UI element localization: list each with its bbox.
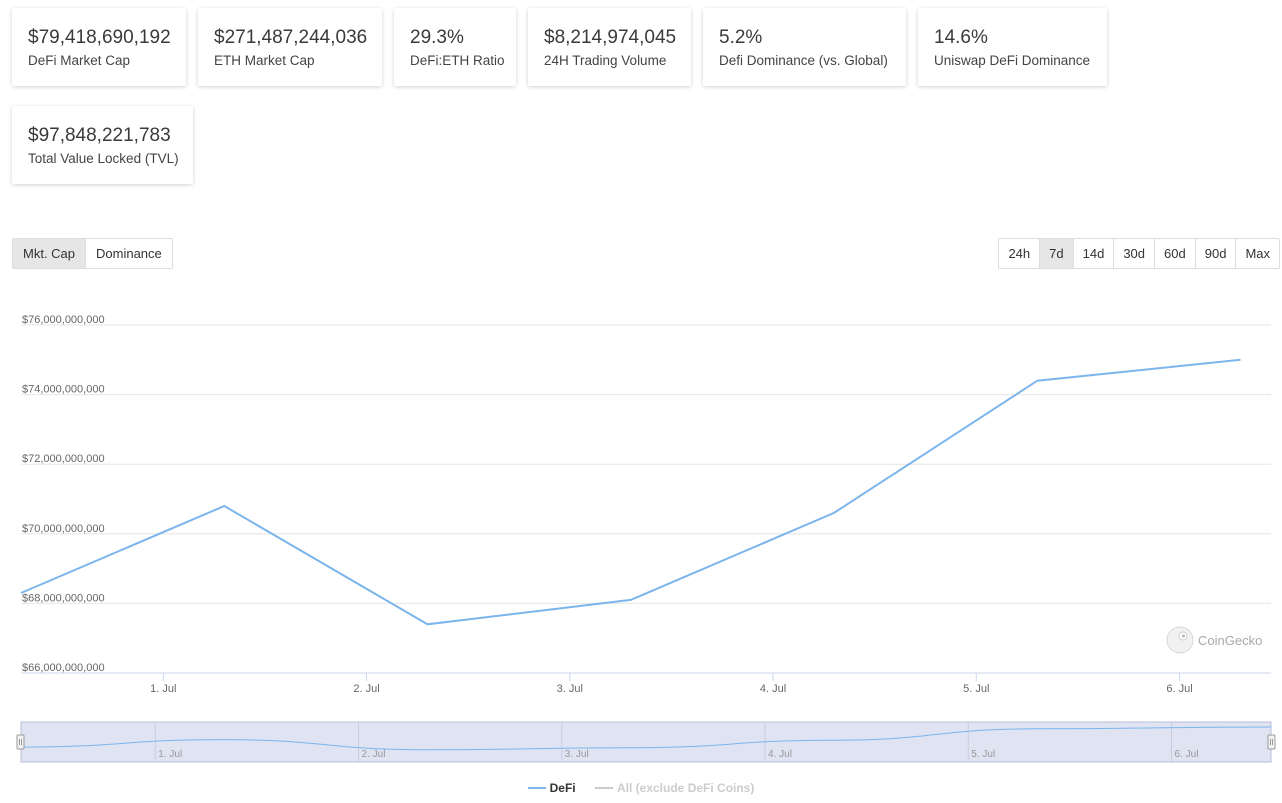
stat-value: 14.6% (934, 27, 988, 48)
navigator-labels: 1. Jul 2. Jul 3. Jul 4. Jul 5. Jul 6. Jul (158, 749, 1198, 760)
stat-card-trading-volume: $8,214,974,045 24H Trading Volume (528, 8, 691, 86)
navigator-tick-label: 4. Jul (768, 749, 792, 760)
stat-card-tvl: $97,848,221,783 Total Value Locked (TVL) (12, 106, 193, 184)
stat-value: $97,848,221,783 (28, 125, 171, 146)
stat-value: $79,418,690,192 (28, 27, 171, 48)
x-tick-label: 4. Jul (760, 683, 786, 695)
watermark-text: CoinGecko (1198, 633, 1262, 648)
range-24h-button[interactable]: 24h (999, 239, 1041, 268)
stat-label: DeFi:ETH Ratio (410, 53, 505, 68)
stat-card-eth-market-cap: $271,487,244,036 ETH Market Cap (198, 8, 382, 86)
x-tick-label: 2. Jul (353, 683, 379, 695)
y-tick-label: $68,000,000,000 (22, 592, 105, 604)
stat-value: 5.2% (719, 27, 763, 48)
navigator-selection[interactable] (20, 721, 1272, 763)
range-navigator[interactable]: 1. Jul 2. Jul 3. Jul 4. Jul 5. Jul 6. Jul (16, 721, 1276, 763)
defi-series-line[interactable] (20, 358, 1241, 626)
y-tick-label: $74,000,000,000 (22, 384, 105, 396)
navigator-tick-label: 3. Jul (565, 749, 589, 760)
y-tick-label: $76,000,000,000 (22, 314, 105, 326)
range-90d-button[interactable]: 90d (1195, 239, 1237, 268)
navigator-left-handle[interactable] (16, 734, 25, 750)
x-axis-labels: 1. Jul 2. Jul 3. Jul 4. Jul 5. Jul 6. Jul (150, 673, 1193, 695)
stat-card-defi-eth-ratio: 29.3% DeFi:ETH Ratio (394, 8, 516, 86)
series-layer (20, 358, 1241, 626)
legend-item-defi[interactable]: DeFi (527, 781, 576, 795)
range-60d-button[interactable]: 60d (1155, 239, 1196, 268)
stat-card-uniswap-dominance: 14.6% Uniswap DeFi Dominance (918, 8, 1107, 86)
chart-legend: DeFi All (exclude DeFi Coins) (0, 778, 1282, 795)
coingecko-pupil-icon (1181, 634, 1186, 638)
range-max-button[interactable]: Max (1236, 239, 1279, 268)
mkt-cap-tab[interactable]: Mkt. Cap (13, 239, 87, 268)
stat-label: Total Value Locked (TVL) (28, 151, 179, 166)
legend-swatch-all (595, 787, 613, 789)
x-tick-label: 5. Jul (963, 683, 989, 695)
range-30d-button[interactable]: 30d (1114, 239, 1156, 268)
stat-label: 24H Trading Volume (544, 53, 667, 68)
legend-item-all-exclude-defi[interactable]: All (exclude DeFi Coins) (595, 781, 754, 795)
stat-value: $271,487,244,036 (214, 27, 368, 48)
x-tick-label: 3. Jul (557, 683, 583, 695)
dominance-tab[interactable]: Dominance (86, 239, 172, 268)
navigator-tick-label: 2. Jul (362, 749, 386, 760)
navigator-series-line (20, 726, 1272, 751)
market-cap-chart[interactable]: $66,000,000,000 $68,000,000,000 $70,000,00… (0, 300, 1282, 770)
stat-label: Defi Dominance (vs. Global) (719, 53, 888, 68)
navigator-tick-label: 5. Jul (971, 749, 995, 760)
range-14d-button[interactable]: 14d (1073, 239, 1115, 268)
stat-value: $8,214,974,045 (544, 27, 677, 48)
navigator-tick-label: 6. Jul (1175, 749, 1199, 760)
stat-card-defi-dominance: 5.2% Defi Dominance (vs. Global) (703, 8, 906, 86)
legend-label: DeFi (549, 781, 576, 795)
stat-card-defi-market-cap: $79,418,690,192 DeFi Market Cap (12, 8, 186, 86)
x-tick-label: 1. Jul (150, 683, 176, 695)
y-tick-label: $72,000,000,000 (22, 453, 105, 465)
time-range-toggle: 24h 7d 14d 30d 60d 90d Max (998, 238, 1280, 269)
stat-label: DeFi Market Cap (28, 53, 131, 68)
gridlines (21, 324, 1271, 674)
navigator-gridlines (154, 722, 1173, 762)
legend-label: All (exclude DeFi Coins) (617, 781, 755, 795)
y-tick-label: $66,000,000,000 (22, 662, 105, 674)
stat-label: ETH Market Cap (214, 53, 315, 68)
stat-value: 29.3% (410, 27, 464, 48)
y-axis-labels: $66,000,000,000 $68,000,000,000 $70,000,00… (22, 314, 105, 674)
y-tick-label: $70,000,000,000 (22, 523, 105, 535)
chart-view-toggle: Mkt. Cap Dominance (12, 238, 173, 269)
legend-swatch-defi (527, 787, 546, 789)
coingecko-logo-icon (1166, 626, 1194, 654)
navigator-tick-label: 1. Jul (158, 749, 182, 760)
coingecko-watermark: CoinGecko (1166, 626, 1262, 654)
range-7d-button[interactable]: 7d (1040, 239, 1074, 268)
stat-label: Uniswap DeFi Dominance (934, 53, 1091, 68)
navigator-right-handle[interactable] (1267, 734, 1276, 750)
x-tick-label: 6. Jul (1166, 683, 1192, 695)
